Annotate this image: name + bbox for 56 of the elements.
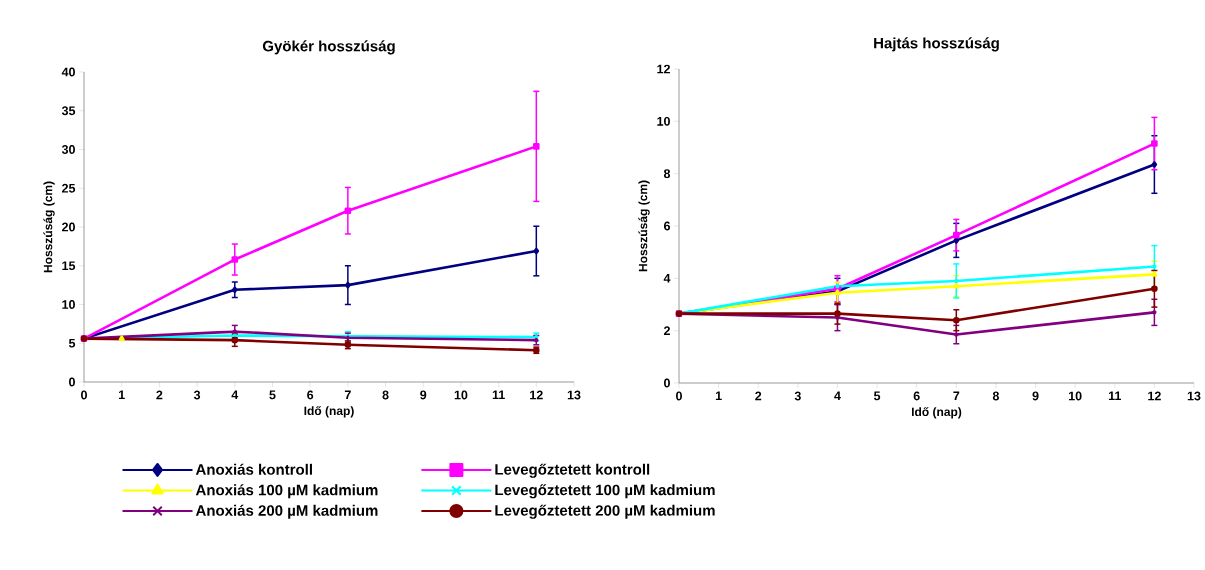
x-tick-label: 1 [715,391,722,401]
x-axis-title: Idő (nap) [911,407,962,419]
x-tick-label: 4 [231,390,239,400]
legend-label: Anoxiás kontroll [195,463,312,475]
x-tick-label: 3 [794,391,801,401]
x-tick-label: 2 [156,390,163,400]
y-tick-label: 15 [62,261,76,271]
x-tick-label: 8 [382,390,389,400]
chart-title: Gyökér hosszúság [262,40,395,55]
x-tick-label: 9 [1032,391,1039,401]
y-tick-label: 0 [69,377,75,387]
legend-label: Levegőztetett 100 µM kadmium [495,484,715,499]
x-tick-label: 13 [567,390,581,400]
x-tick-label: 11 [492,390,505,400]
y-tick-label: 5 [68,338,76,348]
y-tick-label: 30 [61,145,75,154]
y-tick-label: 4 [663,274,671,283]
y-tick-label: 10 [62,300,75,309]
chart-title: Hajtás hosszúság [874,37,999,52]
x-tick-label: 5 [873,391,881,401]
y-tick-label: 35 [61,106,76,116]
x-tick-label: 13 [1187,391,1201,401]
x-tick-label: 3 [193,390,201,400]
y-axis-title: Hosszúság (cm) [43,181,55,273]
y-tick-label: 20 [62,222,75,232]
x-tick-label: 0 [81,390,87,400]
y-tick-label: 10 [657,116,670,126]
y-tick-label: 12 [657,64,670,74]
x-axis-title: Idő (nap) [304,406,354,418]
y-axis-title: Hosszúság (cm) [638,180,650,272]
x-tick-label: 8 [992,391,1000,401]
legend-label: Levegőztetett 200 µM kadmium [495,504,715,519]
x-tick-label: 9 [420,390,427,400]
x-tick-label: 7 [953,391,960,401]
y-tick-label: 0 [664,378,670,388]
x-tick-label: 7 [344,390,351,400]
y-tick-label: 8 [663,169,671,179]
x-tick-label: 10 [1068,391,1082,401]
x-tick-label: 10 [454,390,468,400]
y-tick-label: 40 [61,67,75,77]
x-tick-label: 12 [530,390,543,400]
x-tick-label: 6 [913,391,920,401]
y-tick-label: 2 [663,326,670,336]
legend-label: Anoxiás 200 µM kadmium [195,504,378,519]
x-tick-label: 2 [755,391,762,401]
x-tick-label: 1 [119,390,125,400]
x-tick-label: 5 [269,390,276,400]
y-tick-label: 6 [663,221,671,231]
x-tick-label: 4 [834,391,841,401]
x-tick-label: 11 [1108,391,1122,401]
x-tick-label: 0 [676,391,682,401]
x-tick-label: 6 [307,390,314,400]
legend-label: Anoxiás 100 µM kadmium [195,484,378,499]
legend-label: Levegőztetett kontroll [495,463,650,478]
x-tick-label: 12 [1148,391,1161,401]
y-tick-label: 25 [62,183,76,193]
